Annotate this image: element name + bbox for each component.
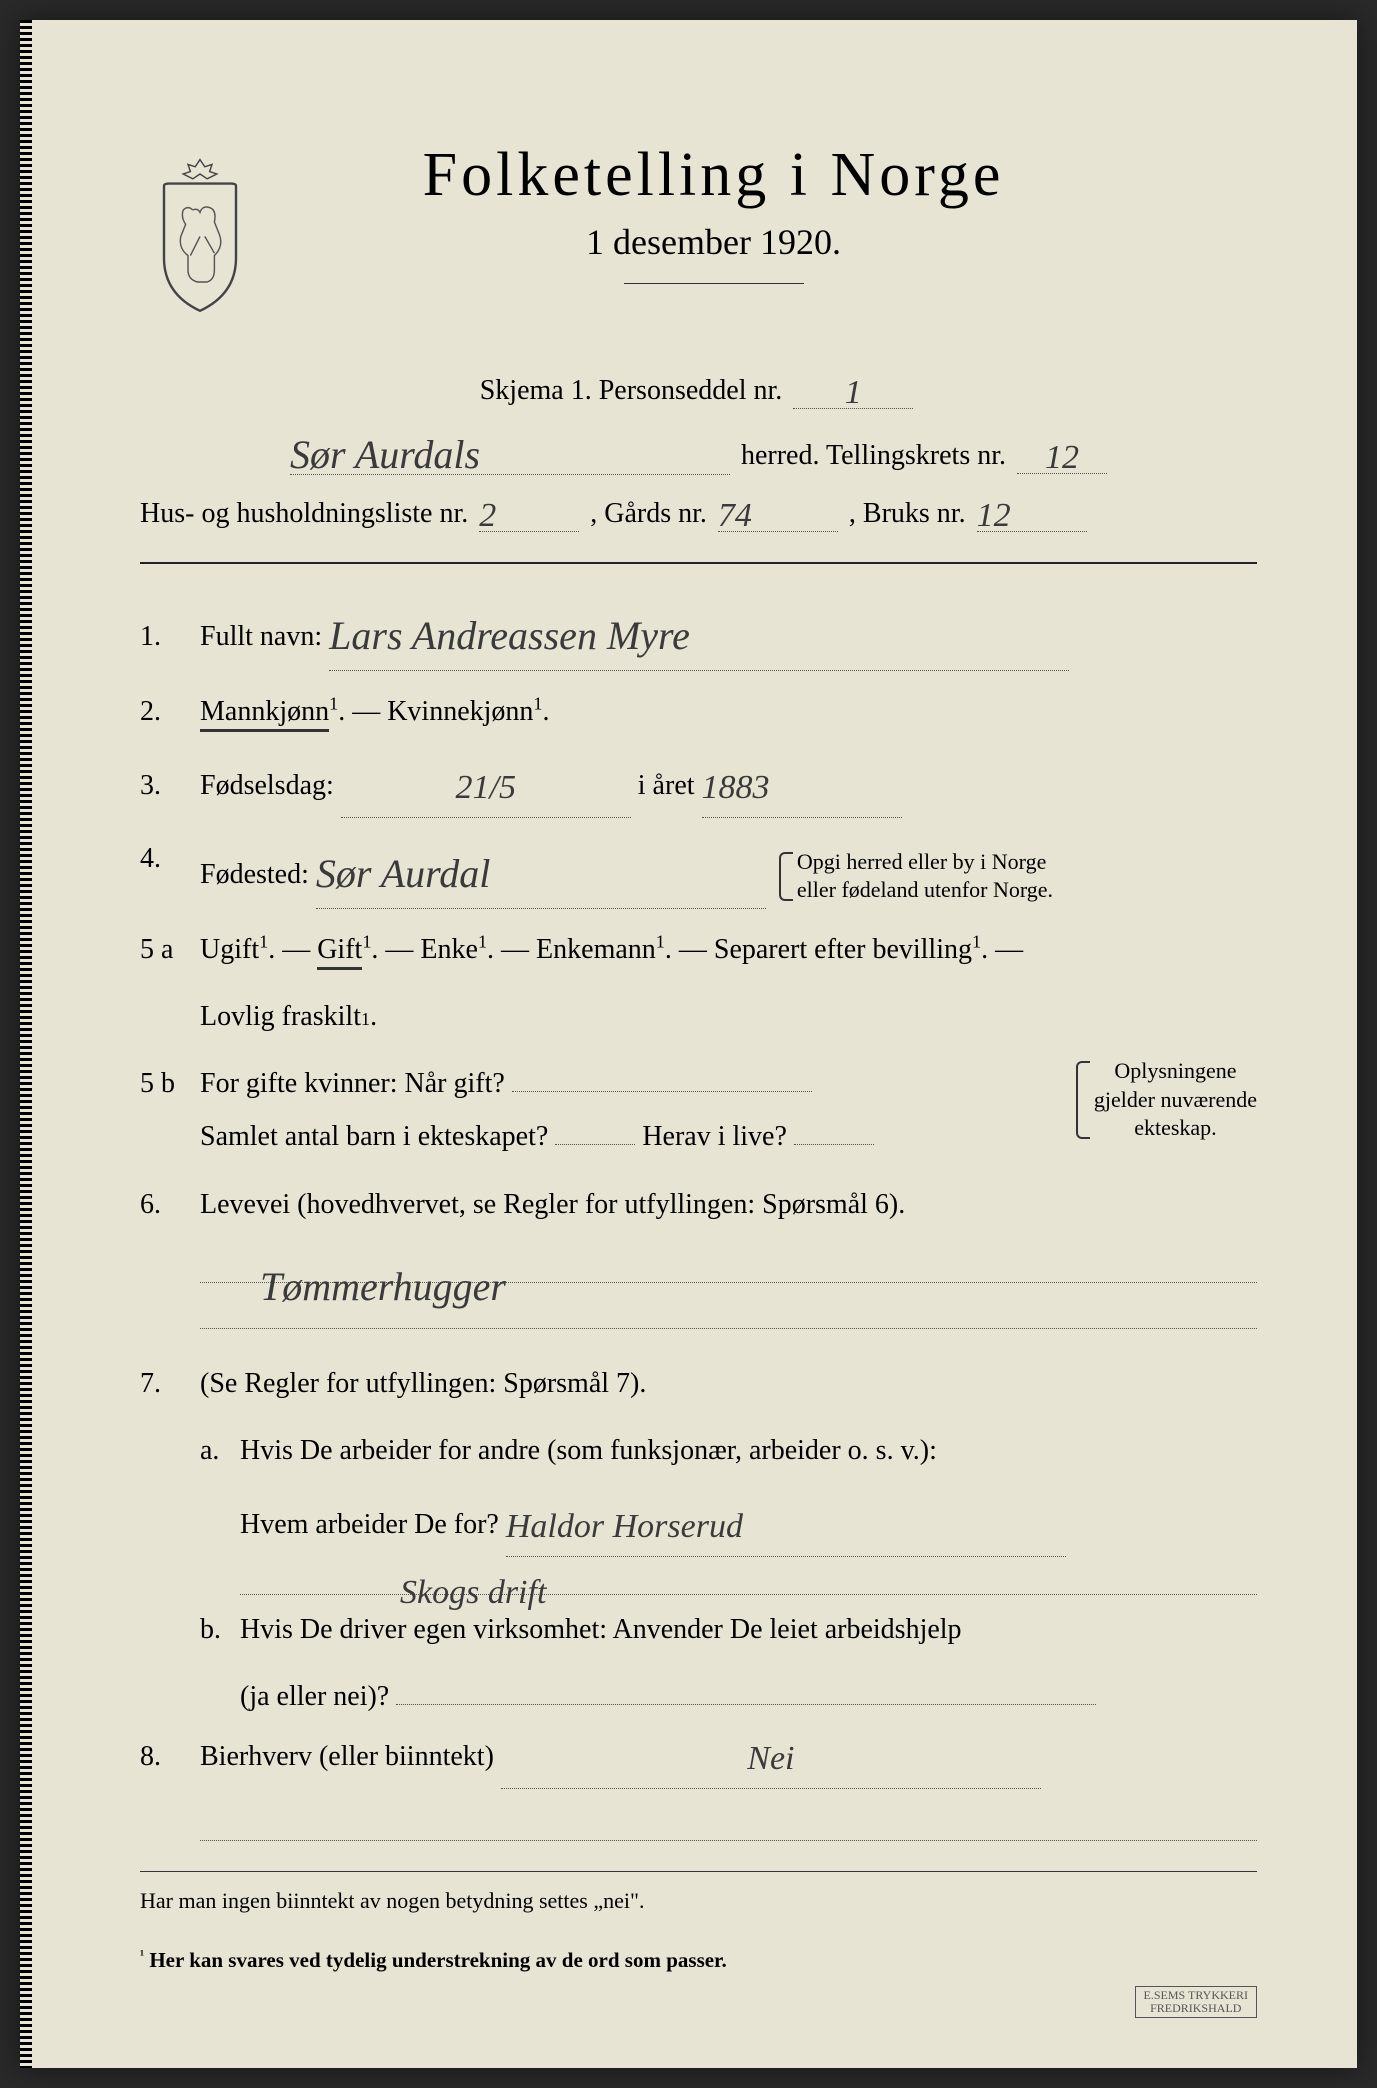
- q7: 7. (Se Regler for utfyllingen: Spørsmål …: [140, 1357, 1257, 1410]
- q5a-ugift: Ugift: [200, 934, 259, 965]
- q5a-cont: Lovlig fraskilt1.: [140, 990, 1257, 1043]
- footer-note: Har man ingen biinntekt av nogen betydni…: [140, 1871, 1257, 1922]
- q7a-line3: Skogs drift: [140, 1557, 1257, 1595]
- q3-label: Fødselsdag:: [200, 770, 334, 801]
- q4-value: Sør Aurdal: [316, 851, 490, 896]
- meta-block: Skjema 1. Personseddel nr. 1 Sør Aurdals…: [140, 370, 1257, 532]
- footnote: ¹ Her kan svares ved tydelig understrekn…: [140, 1941, 1257, 1981]
- page-subtitle: 1 desember 1920.: [290, 221, 1137, 263]
- q4-note-2: eller fødeland utenfor Norge.: [797, 877, 1053, 902]
- stamp-line-2: FREDRIKSHALD: [1150, 2001, 1241, 2015]
- footnote-text: Her kan svares ved tydelig understreknin…: [144, 1948, 727, 1972]
- questions: 1. Fullt navn: Lars Andreassen Myre 2. M…: [140, 594, 1257, 1981]
- bruks-label: , Bruks nr.: [849, 498, 966, 529]
- gards-value: 74: [718, 497, 752, 534]
- q7b-text-1: Hvis De driver egen virksomhet: Anvender…: [240, 1614, 962, 1645]
- q5b: 5 b For gifte kvinner: Når gift? Samlet …: [140, 1057, 1257, 1163]
- q7b-text-2: (ja eller nei)?: [240, 1681, 389, 1712]
- q8-label: Bierhverv (eller biinntekt): [200, 1741, 494, 1772]
- coat-of-arms-icon: [140, 150, 260, 310]
- q4-note-1: Opgi herred eller by i Norge: [797, 849, 1046, 874]
- q6-value: Tømmerhugger: [200, 1264, 506, 1309]
- q5b-note-3: ekteskap.: [1134, 1115, 1216, 1140]
- q3: 3. Fødselsdag: 21/5 i året 1883: [140, 752, 1257, 818]
- q7a-value-2: Skogs drift: [240, 1574, 546, 1611]
- q7a-value-1: Haldor Horserud: [506, 1508, 743, 1545]
- q4-note: Opgi herred eller by i Norge eller fødel…: [779, 848, 1053, 905]
- q5b-label-1: For gifte kvinner: Når gift?: [200, 1068, 505, 1099]
- q7a-text-2: Hvem arbeider De for?: [240, 1509, 499, 1540]
- q5b-label-2: Samlet antal barn i ekteskapet?: [200, 1121, 548, 1152]
- husliste-value: 2: [479, 497, 496, 534]
- q5b-label-3: Herav i live?: [642, 1121, 787, 1152]
- q1-num: 1.: [140, 610, 200, 663]
- tellingskrets-value: 12: [1045, 439, 1079, 476]
- q6-line1: Tømmerhugger: [140, 1245, 1257, 1329]
- q5a-enkemann: . — Enkemann: [487, 934, 656, 965]
- q5a-s1: . —: [268, 934, 317, 965]
- q4: 4. Fødested: Sør Aurdal Opgi herred elle…: [140, 832, 1257, 909]
- q7-label: (Se Regler for utfyllingen: Spørsmål 7).: [200, 1368, 646, 1399]
- q2-end: .: [543, 696, 550, 727]
- q5a-num: 5 a: [140, 923, 200, 976]
- q7b-line2: (ja eller nei)?: [140, 1670, 1257, 1723]
- q3-day: 21/5: [456, 769, 516, 806]
- stamp-line-1: E.SEMS TRYKKERI: [1144, 1988, 1248, 2002]
- q1-value: Lars Andreassen Myre: [329, 613, 690, 658]
- page-title: Folketelling i Norge: [290, 140, 1137, 211]
- q3-num: 3.: [140, 759, 200, 812]
- printer-stamp: E.SEMS TRYKKERI FREDRIKSHALD: [1135, 1986, 1257, 2018]
- q2-mannkjonn: Mannkjønn: [200, 696, 329, 732]
- divider-1: [140, 562, 1257, 564]
- schema-label: Skjema 1. Personseddel nr.: [480, 375, 783, 406]
- herred-line: Sør Aurdals herred. Tellingskrets nr. 12: [140, 427, 1257, 475]
- q1-label: Fullt navn:: [200, 621, 322, 652]
- q2-num: 2.: [140, 685, 200, 738]
- herred-value: Sør Aurdals: [290, 432, 480, 477]
- husliste-label: Hus- og husholdningsliste nr.: [140, 498, 468, 529]
- q7a-text-1: Hvis De arbeider for andre (som funksjon…: [240, 1435, 937, 1466]
- q7a: a. Hvis De arbeider for andre (som funks…: [140, 1424, 1257, 1477]
- ids-line: Hus- og husholdningsliste nr. 2 , Gårds …: [140, 493, 1257, 532]
- q7b-num: b.: [200, 1603, 240, 1656]
- q7a-num: a.: [200, 1424, 240, 1477]
- q8-value: Nei: [747, 1740, 794, 1777]
- q4-num: 4.: [140, 832, 200, 885]
- q5b-note-1: Oplysningene: [1114, 1058, 1236, 1083]
- q3-year-label: i året: [638, 770, 695, 801]
- q5b-note: Oplysningene gjelder nuværende ekteskap.: [1076, 1057, 1257, 1143]
- q6-num: 6.: [140, 1178, 200, 1231]
- q5b-note-2: gjelder nuværende: [1094, 1087, 1257, 1112]
- q5a-gift: Gift: [317, 934, 362, 970]
- q7-num: 7.: [140, 1357, 200, 1410]
- q1: 1. Fullt navn: Lars Andreassen Myre: [140, 594, 1257, 671]
- q4-label: Fødested:: [200, 859, 309, 890]
- census-form-page: Folketelling i Norge 1 desember 1920. Sk…: [20, 20, 1357, 2068]
- title-rule: [624, 283, 804, 284]
- q5a-s2: . —: [981, 934, 1023, 965]
- bruks-value: 12: [977, 497, 1011, 534]
- q5a-lovlig: Lovlig fraskilt: [200, 990, 361, 1043]
- q8: 8. Bierhverv (eller biinntekt) Nei: [140, 1723, 1257, 1789]
- personseddel-value: 1: [845, 374, 862, 411]
- q2-sep: . — Kvinnekjønn: [338, 696, 533, 727]
- q5a-separert: . — Separert efter bevilling: [665, 934, 972, 965]
- q7a-line2: Hvem arbeider De for? Haldor Horserud: [140, 1491, 1257, 1557]
- header: Folketelling i Norge 1 desember 1920.: [140, 140, 1257, 310]
- q8-num: 8.: [140, 1730, 200, 1783]
- q6-label: Levevei (hovedhvervet, se Regler for utf…: [200, 1189, 905, 1220]
- q8-line2: [140, 1803, 1257, 1841]
- q3-year: 1883: [702, 769, 770, 806]
- title-block: Folketelling i Norge 1 desember 1920.: [290, 140, 1257, 284]
- q5b-num: 5 b: [140, 1057, 200, 1110]
- q2: 2. Mannkjønn1. — Kvinnekjønn1.: [140, 685, 1257, 738]
- schema-line: Skjema 1. Personseddel nr. 1: [140, 370, 1257, 409]
- herred-label: herred. Tellingskrets nr.: [741, 440, 1006, 471]
- q6: 6. Levevei (hovedhvervet, se Regler for …: [140, 1178, 1257, 1231]
- q5a-enke: . — Enke: [371, 934, 478, 965]
- q5a: 5 a Ugift1. — Gift1. — Enke1. — Enkemann…: [140, 923, 1257, 976]
- gards-label: , Gårds nr.: [590, 498, 707, 529]
